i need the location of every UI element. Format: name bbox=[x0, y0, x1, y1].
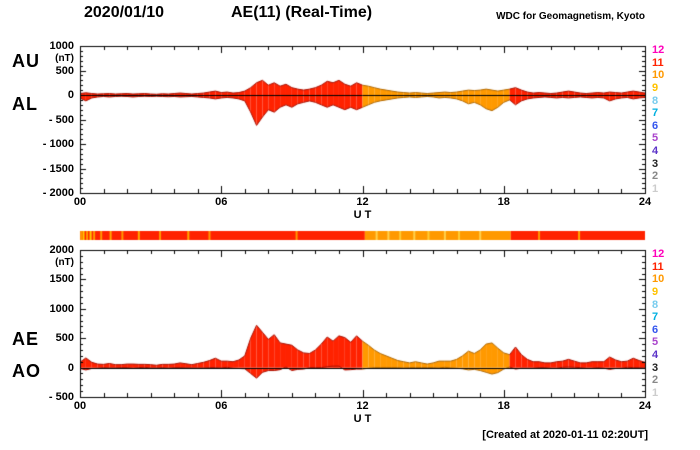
legend-station-count: 8 bbox=[652, 94, 659, 107]
legend-station-count: 11 bbox=[652, 260, 664, 273]
y-axis-unit: (nT) bbox=[55, 53, 74, 64]
label-au: AU bbox=[12, 51, 40, 71]
legend-station-count: 9 bbox=[652, 81, 659, 94]
created-timestamp: [Created at 2020-01-11 02:20UT] bbox=[482, 429, 648, 441]
y-axis-unit: (nT) bbox=[55, 257, 74, 268]
y-tick-label: - 1500 bbox=[42, 162, 74, 175]
legend-station-count: 1 bbox=[652, 387, 659, 399]
x-tick-label: 12 bbox=[356, 196, 369, 208]
label-ao: AO bbox=[12, 361, 41, 381]
x-axis-label: U T bbox=[353, 413, 372, 425]
x-tick-label: 06 bbox=[215, 196, 228, 208]
legend-station-count: 1 bbox=[652, 183, 659, 195]
x-axis-label: U T bbox=[353, 209, 372, 221]
legend-station-count: 5 bbox=[652, 132, 659, 145]
x-tick-label: 00 bbox=[73, 196, 87, 208]
legend-station-count: 9 bbox=[652, 285, 659, 298]
y-tick-label: 1000 bbox=[49, 40, 74, 52]
x-tick-label: 12 bbox=[356, 400, 369, 412]
label-al: AL bbox=[12, 94, 38, 114]
label-ae: AE bbox=[12, 329, 40, 349]
legend-station-count: 12 bbox=[652, 248, 665, 260]
x-tick-label: 00 bbox=[73, 400, 87, 412]
legend-station-count: 8 bbox=[652, 298, 659, 311]
x-tick-label: 24 bbox=[638, 400, 652, 412]
y-tick-label: - 1000 bbox=[42, 138, 74, 150]
legend-station-count: 11 bbox=[652, 56, 664, 69]
legend-station-count: 4 bbox=[652, 349, 659, 362]
x-tick-label: 24 bbox=[638, 196, 652, 208]
legend-station-count: 10 bbox=[652, 69, 665, 82]
y-tick-label: 1500 bbox=[49, 273, 74, 286]
y-tick-label: 0 bbox=[67, 361, 74, 374]
legend-station-count: 6 bbox=[652, 119, 659, 132]
y-tick-label: 2000 bbox=[49, 244, 74, 256]
x-tick-label: 18 bbox=[497, 196, 510, 208]
legend-station-count: 2 bbox=[652, 170, 659, 183]
legend-station-count: 4 bbox=[652, 145, 659, 158]
legend-station-count: 10 bbox=[652, 273, 665, 286]
x-tick-label: 18 bbox=[497, 400, 510, 412]
data-source: WDC for Geomagnetism, Kyoto bbox=[496, 11, 645, 22]
legend-station-count: 6 bbox=[652, 323, 659, 336]
y-tick-label: 1000 bbox=[49, 302, 74, 315]
plot-title: AE(11) (Real-Time) bbox=[231, 4, 373, 21]
y-tick-label: - 500 bbox=[48, 391, 74, 403]
plot-date: 2020/01/10 bbox=[84, 4, 165, 21]
y-tick-label: 0 bbox=[67, 89, 74, 101]
y-tick-label: - 2000 bbox=[42, 187, 74, 199]
legend-station-count: 12 bbox=[652, 44, 665, 56]
legend-station-count: 7 bbox=[652, 107, 659, 120]
legend-station-count: 5 bbox=[652, 336, 659, 349]
legend-station-count: 7 bbox=[652, 311, 659, 324]
y-tick-label: 500 bbox=[55, 64, 74, 77]
legend-station-count: 3 bbox=[652, 361, 659, 374]
y-tick-label: 500 bbox=[55, 332, 74, 345]
y-tick-label: - 500 bbox=[48, 113, 74, 126]
legend-station-count: 3 bbox=[652, 157, 659, 170]
x-tick-label: 06 bbox=[215, 400, 228, 412]
legend-station-count: 2 bbox=[652, 374, 659, 387]
